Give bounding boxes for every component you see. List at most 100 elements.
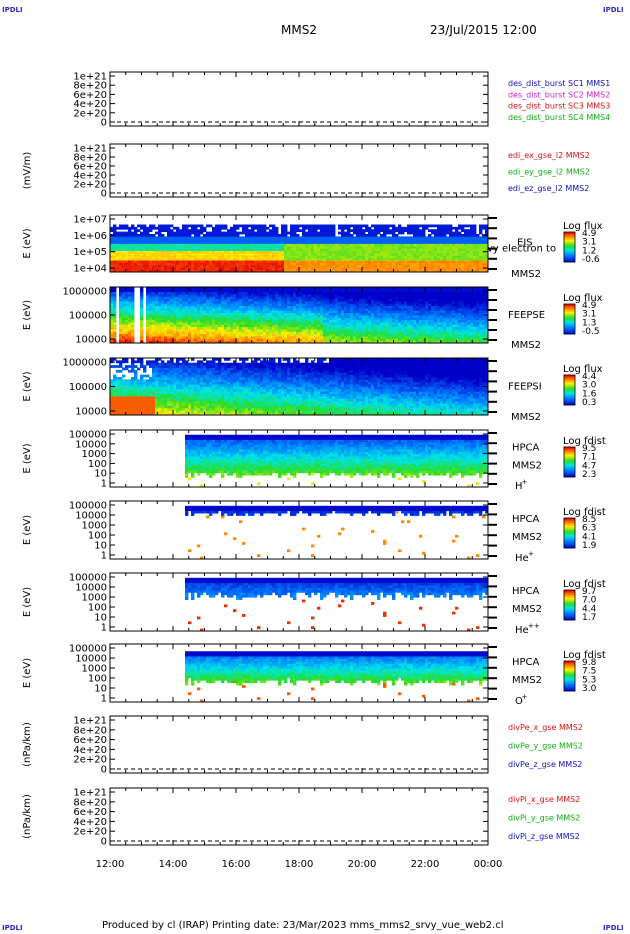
heatmap-cell — [218, 234, 222, 237]
heatmap-cell — [377, 315, 381, 318]
heatmap-cell — [317, 236, 321, 240]
heatmap-cell — [476, 269, 480, 273]
heatmap-cell — [242, 238, 246, 242]
heatmap-cell — [320, 236, 324, 240]
heatmap-cell — [116, 248, 120, 252]
heatmap-cell — [152, 319, 156, 323]
heatmap-cell — [302, 317, 306, 321]
heatmap-cell — [443, 229, 447, 233]
heatmap-cell — [200, 245, 204, 249]
heatmap-cell — [194, 331, 198, 335]
heatmap-cell — [128, 241, 132, 244]
heatmap-cell — [197, 310, 201, 314]
heatmap-cell — [251, 253, 255, 256]
heatmap-cell — [122, 262, 126, 266]
heatmap-cell — [338, 317, 342, 321]
heatmap-cell — [152, 226, 156, 230]
heatmap-cell — [479, 236, 483, 240]
heatmap-cell — [227, 253, 231, 256]
heatmap-cell — [275, 229, 279, 233]
heatmap-cell — [176, 324, 180, 328]
heatmap-cell — [359, 241, 363, 244]
heatmap-cell — [371, 243, 375, 247]
heatmap-cell — [137, 260, 141, 263]
heatmap-cell — [128, 333, 132, 337]
heatmap-cell — [314, 287, 318, 290]
heatmap-cell — [230, 319, 234, 323]
heatmap-cell — [356, 226, 360, 230]
heatmap-cell — [140, 250, 144, 254]
heatmap-cell — [335, 291, 339, 295]
heatmap-cell — [227, 294, 231, 297]
heatmap-cell — [140, 226, 144, 230]
heatmap-cell — [257, 312, 261, 316]
heatmap-cell — [113, 243, 117, 247]
heatmap-cell — [323, 226, 327, 230]
heatmap-cell — [146, 257, 150, 261]
heatmap-cell — [113, 264, 117, 268]
heatmap-cell — [287, 289, 291, 293]
heatmap-cell — [368, 322, 372, 325]
heatmap-cell — [251, 308, 255, 311]
heatmap-cell — [188, 312, 192, 316]
heatmap-cell — [359, 326, 363, 330]
heatmap-cell — [299, 238, 303, 242]
heatmap-cell — [314, 331, 318, 335]
heatmap-cell — [314, 250, 318, 254]
heatmap-cell — [119, 296, 123, 300]
heatmap-cell — [245, 338, 249, 342]
heatmap-cell — [365, 322, 369, 325]
heatmap-cell — [215, 308, 219, 311]
heatmap-cell — [125, 312, 129, 316]
heatmap-cell — [377, 229, 381, 233]
heatmap-cell — [305, 308, 309, 311]
heatmap-cell — [233, 291, 237, 295]
heatmap-cell — [167, 298, 171, 302]
heatmap-cell — [149, 262, 153, 266]
heatmap-cell — [320, 241, 324, 244]
heatmap-cell — [341, 303, 345, 307]
heatmap-cell — [374, 331, 378, 335]
heatmap-cell — [254, 326, 258, 330]
heatmap-cell — [251, 336, 255, 339]
heatmap-cell — [401, 287, 405, 290]
heatmap-cell — [209, 338, 213, 342]
heatmap-cell — [206, 238, 210, 242]
heatmap-cell — [191, 243, 195, 247]
heatmap-cell — [254, 294, 258, 297]
heatmap-cell — [407, 287, 411, 290]
heatmap-cell — [380, 269, 384, 273]
heatmap-cell — [311, 336, 315, 339]
heatmap-cell — [293, 338, 297, 342]
heatmap-cell — [476, 236, 480, 240]
heatmap-cell — [122, 231, 126, 235]
heatmap-cell — [329, 322, 333, 325]
heatmap-cell — [374, 329, 378, 332]
heatmap-cell — [257, 236, 261, 240]
heatmap-cell — [230, 303, 234, 307]
heatmap-cell — [272, 260, 276, 263]
corner-label-bottom-left: IPDLI — [2, 924, 23, 932]
heatmap-cell — [296, 317, 300, 321]
heatmap-cell — [365, 250, 369, 254]
heatmap-cell — [437, 241, 441, 244]
heatmap-cell — [170, 245, 174, 249]
heatmap-cell — [263, 305, 267, 309]
heatmap-cell — [275, 241, 279, 244]
heatmap-cell — [323, 322, 327, 325]
heatmap-cell — [356, 305, 360, 309]
heatmap-cell — [350, 310, 354, 314]
heatmap-cell — [389, 289, 393, 293]
heatmap-cell — [386, 305, 390, 309]
heatmap-cell — [341, 243, 345, 247]
heatmap-cell — [290, 264, 294, 268]
heatmap-cell — [170, 312, 174, 316]
heatmap-cell — [281, 264, 285, 268]
heatmap-cell — [221, 308, 225, 311]
heatmap-cell — [161, 315, 165, 318]
heatmap-cell — [356, 315, 360, 318]
heatmap-cell — [209, 340, 213, 344]
heatmap-cell — [206, 267, 210, 271]
heatmap-cell — [275, 333, 279, 337]
heatmap-cell — [263, 264, 267, 268]
